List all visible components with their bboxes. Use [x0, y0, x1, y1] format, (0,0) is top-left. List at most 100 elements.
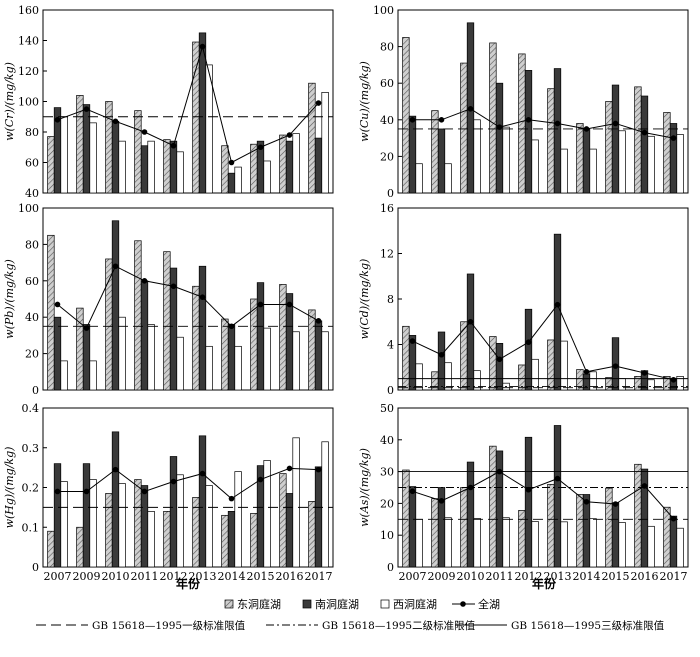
- bar-cr-west: [89, 122, 97, 194]
- bar-cr-east: [192, 41, 200, 194]
- bar-pb-south: [53, 316, 62, 391]
- panel-as: 0 10 20 30 40 50 w(As)/(mg/kg) 2007 2009 2010 2011…: [358, 402, 689, 583]
- bar-cr-west: [234, 166, 242, 194]
- y-axis-label-pb: w(Pb)/(mg/kg): [3, 259, 16, 339]
- whole-lake-point-as: [525, 486, 532, 493]
- whole-lake-point-cr: [83, 106, 90, 112]
- bar-cu-east: [489, 42, 497, 194]
- bar-cd-west: [444, 362, 452, 391]
- whole-lake-point-cr: [54, 117, 61, 123]
- bar-pb-west: [89, 360, 97, 391]
- whole-lake-point-cd: [496, 356, 503, 363]
- legend-swatch-west: [380, 599, 390, 609]
- bar-pb-west: [292, 331, 300, 391]
- bar-as-east: [402, 469, 410, 568]
- whole-lake-point-hg: [170, 478, 177, 485]
- whole-lake-point-as: [670, 515, 677, 522]
- x-axis-label-left: 年份: [176, 576, 201, 591]
- whole-lake-point-as: [467, 484, 474, 491]
- bar-as-east: [605, 487, 613, 568]
- whole-lake-point-pb: [83, 325, 90, 331]
- bar-hg-south: [169, 456, 178, 568]
- bar-as-south: [611, 502, 620, 568]
- bar-pb-east: [134, 240, 142, 391]
- bar-cu-south: [553, 68, 562, 194]
- whole-lake-point-hg: [228, 495, 235, 502]
- bar-cu-east: [663, 112, 671, 194]
- bar-hg-south: [140, 485, 149, 568]
- x-tick-label-as: 2017: [660, 570, 688, 583]
- bar-cd-south: [437, 331, 446, 391]
- whole-lake-point-cd: [409, 338, 416, 344]
- y-tick-label-cr: 140: [18, 35, 39, 48]
- bar-cu-south: [524, 70, 533, 194]
- bar-cu-east: [431, 110, 439, 194]
- bar-cu-west: [415, 163, 423, 194]
- bar-pb-east: [308, 309, 316, 391]
- whole-lake-point-cu: [409, 117, 416, 123]
- bar-cr-east: [279, 134, 287, 194]
- bar-cu-east: [402, 37, 410, 194]
- bar-cd-west: [560, 340, 568, 391]
- bar-cr-south: [285, 140, 294, 194]
- bar-cr-south: [82, 104, 91, 194]
- x-tick-label-as: 2007: [399, 570, 427, 583]
- y-tick-label-pb: 40: [25, 311, 39, 324]
- y-axis-label-cr: w(Cr)/(mg/kg): [3, 62, 16, 141]
- bar-pb-south: [111, 220, 120, 391]
- bar-cu-south: [611, 84, 620, 194]
- bar-cr-south: [140, 145, 149, 194]
- bar-hg-south: [314, 466, 323, 568]
- y-tick-label-cu: 0: [387, 187, 394, 200]
- whole-lake-point-cu: [583, 126, 590, 132]
- bar-cu-south: [437, 128, 446, 194]
- y-tick-label-cr: 100: [18, 96, 39, 109]
- whole-lake-point-cr: [170, 142, 177, 149]
- bar-as-west: [531, 521, 539, 568]
- panels: 406080100120140160w(Cr)/(mg/kg)020406080…: [3, 4, 689, 583]
- bar-cu-west: [676, 134, 684, 194]
- whole-lake-point-hg: [199, 470, 206, 477]
- bar-pb-west: [263, 327, 271, 391]
- legend-label-east: 东洞庭湖: [237, 597, 281, 611]
- bar-hg-west: [176, 474, 184, 568]
- legend-label-south: 南洞庭湖: [315, 597, 359, 611]
- bar-cr-east: [221, 145, 229, 194]
- whole-lake-point-pb: [228, 323, 235, 330]
- whole-lake-point-as: [612, 501, 619, 507]
- y-tick-label-as: 50: [380, 402, 394, 415]
- bar-cu-west: [531, 139, 539, 194]
- bar-pb-east: [163, 251, 171, 391]
- bar-as-east: [634, 463, 642, 568]
- whole-lake-point-pb: [141, 278, 148, 284]
- bar-hg-west: [89, 479, 97, 568]
- bar-pb-south: [256, 282, 265, 391]
- x-tick-label-hg: 2017: [305, 570, 333, 583]
- bar-cr-west: [147, 140, 155, 194]
- bar-cd-east: [489, 336, 497, 391]
- bar-cu-east: [547, 88, 555, 194]
- bar-as-west: [502, 517, 510, 568]
- panel-pb: 0 20 40 60 80 100 w(Pb)/(mg/kg): [3, 202, 334, 397]
- legend-label-whole: 全湖: [478, 597, 500, 611]
- x-tick-label-hg: 2007: [44, 570, 72, 583]
- bar-hg-west: [263, 460, 271, 568]
- bar-cr-west: [263, 160, 271, 194]
- y-tick-label-cr: 120: [18, 65, 39, 78]
- bar-cu-south: [582, 128, 591, 194]
- bar-cr-west: [292, 133, 300, 194]
- bar-hg-west: [234, 471, 242, 568]
- bar-as-south: [466, 461, 475, 568]
- x-tick-label-hg: 2011: [131, 570, 159, 583]
- x-tick-label-as: 2012: [515, 570, 543, 583]
- bar-pb-west: [118, 316, 126, 391]
- legend: 东洞庭湖 南洞庭湖 西洞庭湖 全湖 GB 15618—1995一级标准限值 GB…: [36, 597, 665, 632]
- whole-lake-point-pb: [286, 301, 293, 308]
- y-tick-label-cd: 8: [387, 293, 394, 306]
- whole-lake-point-cr: [112, 118, 119, 125]
- bar-cu-south: [495, 82, 504, 194]
- bar-hg-east: [308, 501, 316, 568]
- x-tick-label-hg: 2010: [102, 570, 130, 583]
- bar-as-west: [589, 518, 597, 568]
